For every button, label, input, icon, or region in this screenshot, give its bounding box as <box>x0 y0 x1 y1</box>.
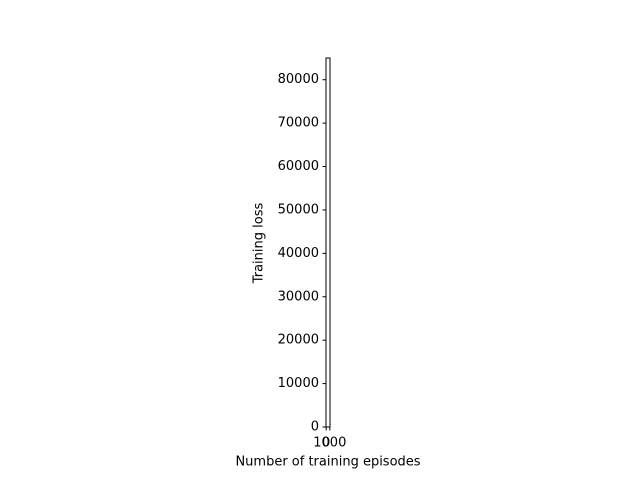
y-axis-label: Training loss <box>252 203 267 285</box>
x-tick-label: 1000 <box>313 436 346 451</box>
y-tick-label: 20000 <box>278 333 319 348</box>
y-tick-label: 70000 <box>278 116 319 131</box>
y-tick-label: 80000 <box>278 72 319 87</box>
y-tick-label: 50000 <box>278 202 319 217</box>
y-tick-label: 0 <box>311 420 319 435</box>
y-tick-label: 60000 <box>278 159 319 174</box>
y-tick-label: 10000 <box>278 376 319 391</box>
axes-frame <box>325 57 331 428</box>
x-tick-label: 0 <box>322 436 330 451</box>
x-axis-label: Number of training episodes <box>235 455 420 470</box>
y-tick-label: 30000 <box>278 289 319 304</box>
y-tick-label: 40000 <box>278 246 319 261</box>
